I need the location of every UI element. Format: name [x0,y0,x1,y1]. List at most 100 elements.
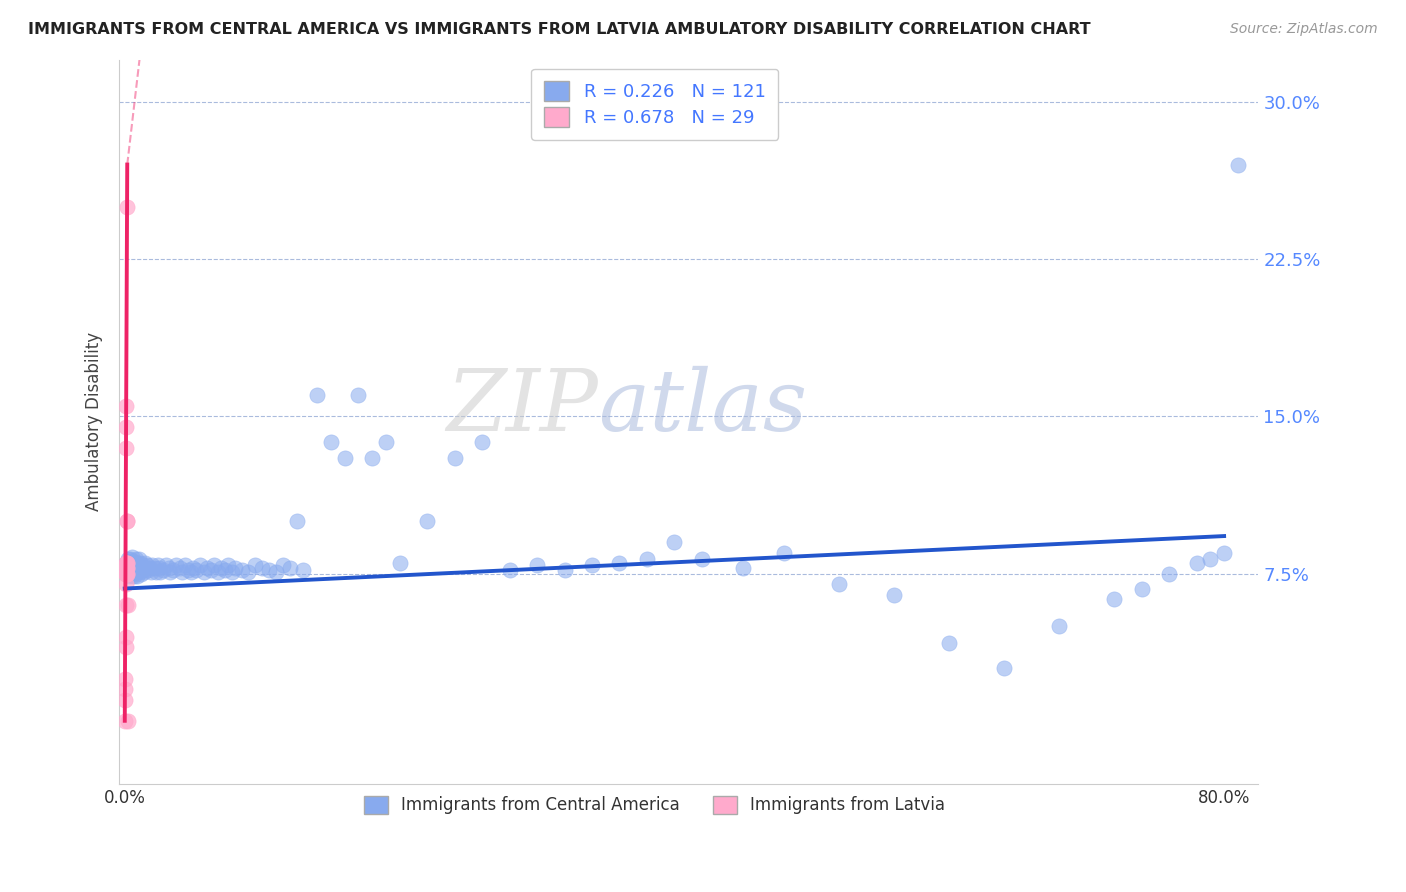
Point [115,557,138,571]
Point [1213,546,1236,560]
Point [134,560,156,574]
Point [118,560,141,574]
Point [169,560,191,574]
Point [193,565,215,579]
Point [120,566,142,581]
Point [114,693,136,707]
Point [121,549,143,564]
Point [118,557,141,571]
Point [773,546,796,560]
Point [993,661,1015,675]
Point [115,566,138,581]
Point [938,636,960,650]
Point [257,563,280,577]
Point [146,558,169,573]
Point [183,560,205,574]
Point [143,560,166,574]
Point [221,565,243,579]
Point [245,558,267,573]
Point [128,552,150,566]
Point [278,560,301,574]
Point [115,557,138,571]
Point [128,558,150,573]
Point [115,577,138,591]
Text: atlas: atlas [598,366,807,449]
Point [118,565,141,579]
Point [217,558,239,573]
Point [117,557,139,571]
Text: Source: ZipAtlas.com: Source: ZipAtlas.com [1230,22,1378,37]
Point [139,565,162,579]
Point [115,557,138,571]
Point [581,558,603,573]
Point [1199,552,1222,566]
Point [115,399,138,413]
Point [114,640,136,655]
Point [115,560,138,574]
Point [159,565,181,579]
Point [200,563,222,577]
Point [117,552,139,566]
Point [115,560,138,574]
Point [136,563,159,577]
Point [115,565,138,579]
Point [553,563,575,577]
Point [121,569,143,583]
Point [114,672,136,686]
Point [117,599,139,613]
Point [145,565,167,579]
Point [416,514,439,528]
Point [122,554,145,568]
Point [264,565,287,579]
Point [115,557,138,571]
Point [1130,582,1153,596]
Point [388,557,411,571]
Point [202,558,225,573]
Point [152,563,174,577]
Point [114,682,136,697]
Point [120,563,142,577]
Point [120,558,142,573]
Point [155,558,177,573]
Text: IMMIGRANTS FROM CENTRAL AMERICA VS IMMIGRANTS FROM LATVIA AMBULATORY DISABILITY : IMMIGRANTS FROM CENTRAL AMERICA VS IMMIG… [28,22,1091,37]
Point [129,566,152,581]
Point [186,563,208,577]
Point [180,565,202,579]
Point [149,565,172,579]
Point [162,563,184,577]
Point [121,565,143,579]
Point [690,552,713,566]
Point [883,588,905,602]
Point [124,565,146,579]
Point [121,560,143,574]
Point [120,552,142,566]
Point [131,558,153,573]
Point [117,566,139,581]
Point [127,565,149,579]
Point [333,451,356,466]
Point [471,434,494,449]
Point [128,565,150,579]
Point [1159,566,1181,581]
Point [271,558,294,573]
Point [121,557,143,571]
Point [127,569,149,583]
Point [224,560,246,574]
Point [117,558,139,573]
Point [124,560,146,574]
Point [115,420,138,434]
Point [231,563,253,577]
Point [307,388,329,402]
Point [115,560,138,574]
Point [124,557,146,571]
Point [115,514,138,528]
Point [361,451,384,466]
Point [114,714,136,728]
Point [114,599,136,613]
Point [195,560,218,574]
Point [347,388,370,402]
Point [636,552,658,566]
Point [118,569,141,583]
Point [1047,619,1070,633]
Point [250,560,273,574]
